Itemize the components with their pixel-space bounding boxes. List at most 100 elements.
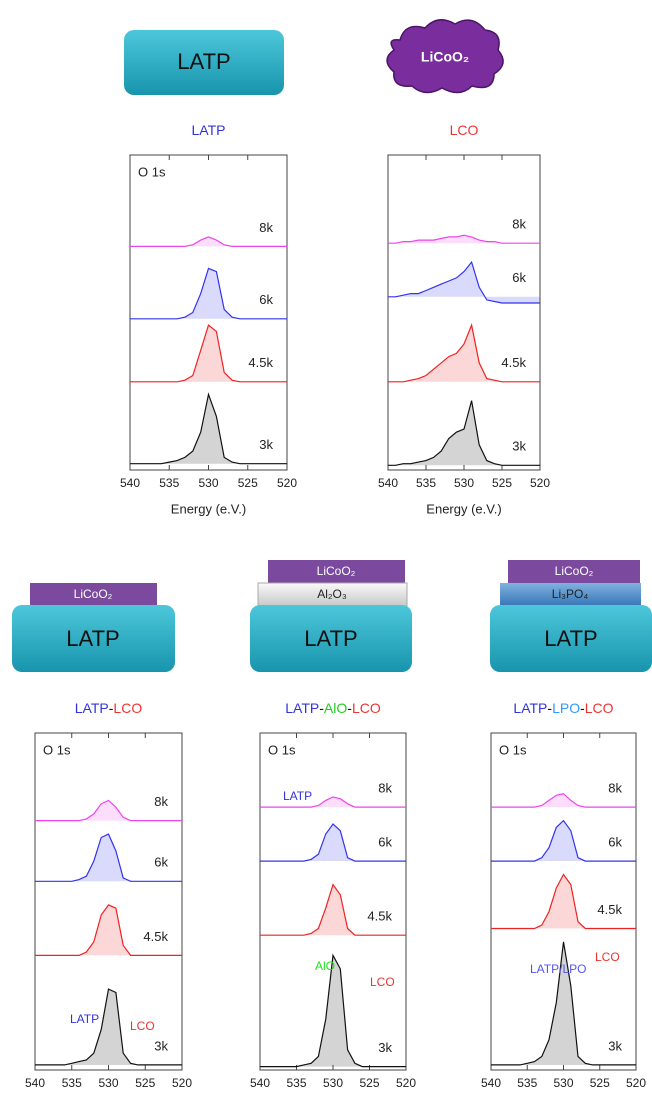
spectrum-line — [491, 941, 636, 1066]
lco-layer — [268, 560, 405, 583]
annotation: AlO — [315, 959, 335, 973]
x-tick-label: 535 — [62, 1076, 82, 1090]
x-tick-label: 520 — [530, 476, 550, 490]
series-label: 4.5k — [501, 355, 526, 370]
peak-fill — [260, 955, 406, 1067]
spectrum-line — [35, 988, 182, 1066]
x-tick-label: 535 — [159, 476, 179, 490]
spectrum-line — [388, 260, 540, 304]
spectrum-line — [388, 323, 540, 383]
spectrum-line — [260, 823, 406, 862]
series-label: 6k — [512, 270, 526, 285]
spectrum-line — [260, 796, 406, 808]
series-label: 4.5k — [597, 902, 622, 917]
spectrum-line — [35, 833, 182, 882]
series-label: 4.5k — [248, 355, 273, 370]
panel-label: O 1s — [268, 742, 296, 757]
title-part: - — [547, 700, 552, 716]
x-tick-label: 530 — [553, 1076, 573, 1090]
peak-fill — [388, 400, 540, 466]
annotation: LATP/LPO — [530, 962, 586, 976]
spectrum-line — [130, 267, 287, 320]
peak-fill — [130, 394, 287, 464]
series-label: 8k — [154, 794, 168, 809]
plot-frame — [387, 154, 541, 471]
latp-block — [124, 30, 284, 95]
chart-title: LATP — [192, 122, 226, 138]
x-axis-label: Energy (e.V.) — [426, 501, 501, 516]
peak-fill — [260, 884, 406, 936]
series-label: 3k — [378, 1040, 392, 1055]
latp-block — [12, 605, 175, 672]
latp-label: LATP — [304, 626, 357, 651]
chart-title: LATP-LPO-LCO — [513, 700, 613, 716]
spectrum-line — [260, 883, 406, 936]
spectrum-line — [388, 234, 540, 244]
title-part: LATP — [285, 700, 319, 716]
layer-label: LiCoO₂ — [317, 564, 356, 578]
spectrum-line — [35, 904, 182, 956]
peak-fill — [388, 325, 540, 382]
x-tick-label: 535 — [286, 1076, 306, 1090]
annotation: LATP — [70, 1012, 99, 1026]
x-tick-label: 520 — [396, 1076, 416, 1090]
peak-fill — [388, 262, 540, 303]
peak-fill — [491, 941, 636, 1065]
series-label: 3k — [512, 439, 526, 454]
spectrum-line — [388, 400, 540, 466]
series-label: 3k — [259, 437, 273, 452]
annotation: LCO — [595, 950, 620, 964]
series-label: 8k — [512, 217, 526, 232]
peak-fill — [130, 236, 287, 247]
title-part: - — [109, 700, 114, 716]
title-part: LCO — [585, 700, 614, 716]
chart-title: LATP-LCO — [75, 700, 143, 716]
x-tick-label: 530 — [323, 1076, 343, 1090]
x-tick-label: 525 — [238, 476, 258, 490]
series-label: 3k — [608, 1038, 622, 1053]
spectrum-line — [260, 953, 406, 1068]
peak-fill — [130, 325, 287, 382]
x-tick-label: 520 — [172, 1076, 192, 1090]
layer-label: LiCoO₂ — [74, 587, 113, 601]
x-tick-label: 525 — [359, 1076, 379, 1090]
series-label: 3k — [154, 1038, 168, 1053]
layer-label: Li₃PO₄ — [552, 587, 589, 601]
title-part: - — [347, 700, 352, 716]
annotation: LATP — [283, 789, 312, 803]
x-tick-label: 535 — [517, 1076, 537, 1090]
peak-fill — [491, 874, 636, 929]
series-label: 6k — [154, 855, 168, 870]
series-label: 6k — [608, 834, 622, 849]
x-tick-label: 530 — [454, 476, 474, 490]
panel-label: O 1s — [138, 164, 166, 179]
title-part: LCO — [352, 700, 381, 716]
title-part: LATP — [513, 700, 547, 716]
lpo-layer — [500, 583, 641, 605]
title-part: LCO — [113, 700, 142, 716]
x-tick-label: 525 — [590, 1076, 610, 1090]
peak-fill — [260, 797, 406, 808]
layer-label: Al₂O₃ — [317, 587, 347, 601]
series-label: 8k — [608, 781, 622, 796]
title-part: LATP — [192, 122, 226, 138]
peak-fill — [491, 820, 636, 862]
peak-fill — [35, 834, 182, 882]
spectrum-line — [491, 819, 636, 862]
latp-label: LATP — [66, 626, 119, 651]
x-tick-label: 525 — [135, 1076, 155, 1090]
spectrum-line — [130, 392, 287, 465]
peak-fill — [35, 800, 182, 821]
latp-label: LATP — [177, 49, 230, 74]
x-tick-label: 520 — [626, 1076, 646, 1090]
x-axis-label: Energy (e.V.) — [171, 501, 246, 516]
peak-fill — [35, 904, 182, 956]
chart-title: LATP-AlO-LCO — [285, 700, 381, 716]
annotation: LCO — [370, 975, 395, 989]
lco-cloud — [386, 19, 504, 94]
x-tick-label: 540 — [250, 1076, 270, 1090]
series-label: 6k — [378, 834, 392, 849]
panel-label: O 1s — [499, 742, 527, 757]
series-label: 8k — [259, 220, 273, 235]
